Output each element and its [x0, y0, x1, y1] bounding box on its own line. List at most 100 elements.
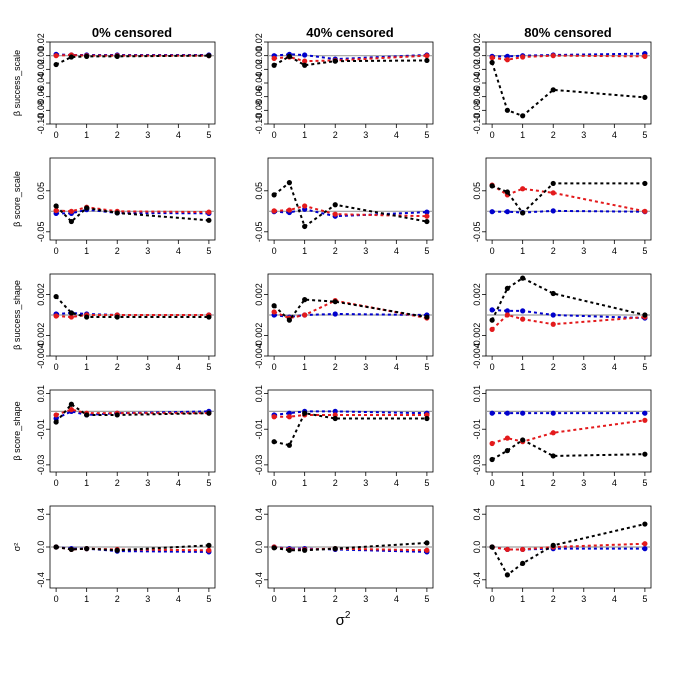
data-point-black: [271, 62, 277, 68]
data-point-black: [520, 210, 526, 216]
data-point-black: [302, 223, 308, 230]
panel: 0 1 2 3 4 5 -0.4 0.0 0.4: [472, 505, 652, 604]
x-tick-label: 2: [333, 362, 338, 372]
data-point-black: [84, 412, 90, 418]
data-point-black: [286, 317, 292, 323]
y-tick-label: 0.05: [472, 182, 482, 200]
data-point-red: [53, 53, 59, 59]
data-point-black: [332, 202, 338, 208]
x-tick-label: 1: [84, 246, 89, 256]
data-point-black: [271, 303, 277, 309]
x-tick-label: 0: [54, 246, 59, 256]
y-tick-label: -0.002: [472, 323, 482, 349]
data-point-red: [302, 312, 308, 318]
x-tick-label: 1: [520, 478, 525, 488]
x-tick-label: 0: [54, 130, 59, 140]
panel: 0 1 2 3 4 5 -0.004-0.002 0.002: [254, 273, 434, 372]
data-point-black: [53, 293, 59, 300]
y-tick-label: 0.00: [254, 47, 264, 65]
data-point-black: [302, 297, 308, 303]
data-point-black: [271, 439, 277, 445]
x-tick-label: 5: [424, 130, 429, 140]
y-tick-label: -0.08: [472, 100, 482, 121]
data-point-red: [302, 58, 308, 64]
x-tick-label: 4: [176, 478, 181, 488]
data-point-black: [84, 53, 90, 59]
data-point-red: [489, 55, 495, 61]
y-tick-label: 0.002: [36, 283, 46, 306]
data-point-black: [53, 61, 59, 68]
data-point-red: [271, 55, 277, 62]
x-tick-label: 4: [612, 246, 617, 256]
data-point-black: [302, 62, 308, 68]
y-tick-label: -0.06: [472, 86, 482, 107]
data-point-blue: [550, 312, 556, 318]
x-tick-label: 3: [581, 594, 586, 604]
data-point-red: [489, 440, 495, 447]
data-point-red: [504, 435, 510, 441]
data-point-black: [206, 410, 212, 416]
panel: 0 1 2 3 4 5 -0.004-0.002 0.002: [472, 273, 652, 372]
y-tick-label: -0.4: [254, 572, 264, 588]
data-point-black: [332, 546, 338, 552]
y-tick-label: 0.01: [472, 385, 482, 403]
x-tick-label: 5: [206, 246, 211, 256]
panel: 0 1 2 3 4 5 -0.4 0.0 0.4: [254, 505, 434, 604]
y-tick-label: 0.02: [36, 33, 46, 51]
x-tick-label: 5: [424, 478, 429, 488]
data-point-blue: [504, 308, 510, 314]
data-point-black: [68, 401, 74, 407]
data-point-black: [53, 544, 59, 550]
data-point-black: [84, 314, 90, 320]
data-point-black: [68, 218, 74, 225]
data-point-red: [206, 209, 212, 215]
column-title: 80% censored: [524, 25, 611, 40]
x-tick-label: 3: [145, 478, 150, 488]
x-tick-label: 1: [302, 478, 307, 488]
data-point-black: [114, 210, 120, 216]
x-tick-label: 2: [115, 362, 120, 372]
y-tick-label: 0.02: [472, 33, 482, 51]
row-label: β score_scale: [12, 171, 22, 227]
x-tick-label: 3: [363, 246, 368, 256]
data-point-red: [332, 412, 338, 418]
data-point-black: [550, 290, 556, 297]
y-tick-label: -0.05: [254, 222, 264, 243]
data-point-black: [68, 310, 74, 316]
data-point-red: [271, 208, 277, 214]
x-tick-label: 4: [176, 594, 181, 604]
panel: 0 1 2 3 4 5 -0.03 -0.01 0.01: [472, 385, 652, 488]
data-point-black: [206, 217, 212, 223]
data-point-black: [489, 317, 495, 323]
y-tick-label: 0.01: [254, 385, 264, 403]
data-point-black: [550, 542, 556, 548]
data-point-black: [642, 451, 648, 457]
x-tick-label: 3: [363, 362, 368, 372]
data-point-black: [504, 189, 510, 195]
x-tick-label: 0: [54, 362, 59, 372]
y-tick-label: -0.02: [36, 59, 46, 80]
x-tick-label: 1: [302, 130, 307, 140]
data-point-red: [642, 53, 648, 59]
x-tick-label: 3: [363, 130, 368, 140]
data-point-blue: [504, 209, 510, 215]
data-point-black: [206, 314, 212, 320]
data-point-red: [550, 321, 556, 327]
x-tick-label: 4: [176, 362, 181, 372]
data-point-red: [53, 412, 59, 418]
data-point-black: [642, 312, 648, 318]
data-point-red: [642, 541, 648, 547]
data-point-red: [271, 414, 277, 420]
y-tick-label: -0.04: [36, 73, 46, 94]
data-point-red: [520, 54, 526, 60]
data-point-black: [520, 560, 526, 567]
data-point-red: [504, 57, 510, 63]
x-tick-label: 3: [363, 478, 368, 488]
y-tick-label: -0.4: [36, 572, 46, 588]
data-point-black: [642, 521, 648, 527]
x-tick-label: 5: [642, 246, 647, 256]
y-tick-label: -0.004: [254, 343, 264, 369]
data-point-red: [424, 213, 430, 219]
data-point-blue: [332, 408, 338, 414]
x-tick-label: 4: [394, 362, 399, 372]
